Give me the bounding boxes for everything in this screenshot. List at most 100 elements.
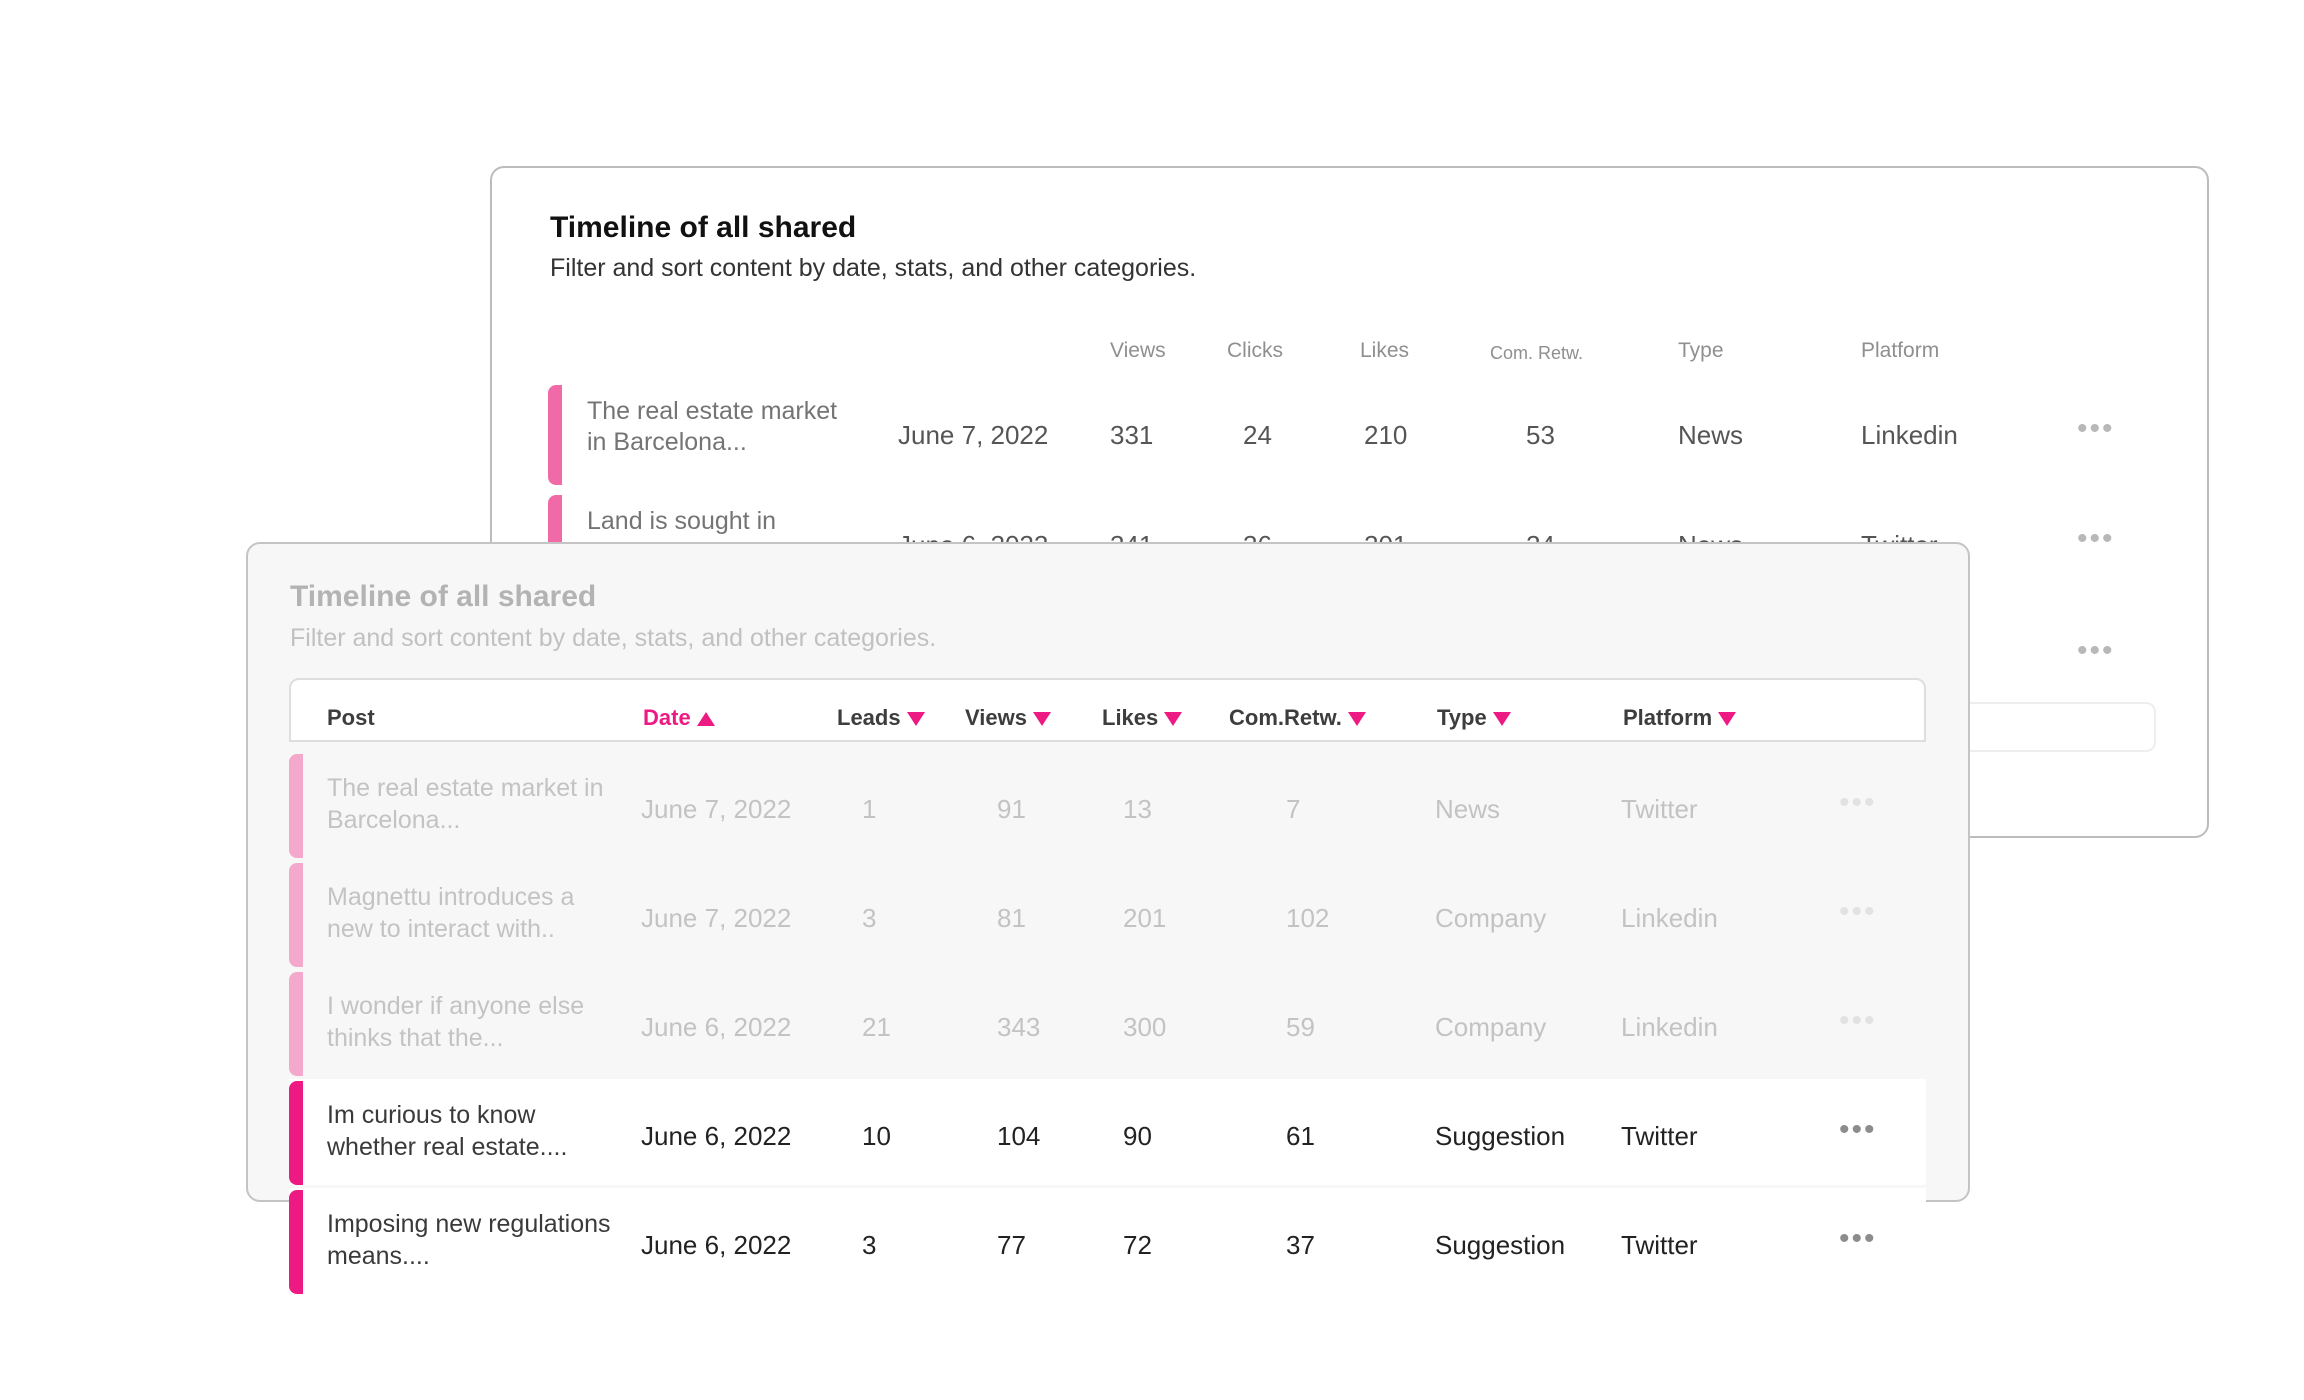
sort-descending-icon	[1032, 712, 1051, 727]
post-views: 104	[997, 1121, 1041, 1151]
post-com-retw: 61	[1286, 1121, 1315, 1151]
sort-descending-icon	[1164, 712, 1183, 727]
row-accent-bar	[548, 385, 562, 485]
post-platform: Linkedin	[1621, 1012, 1718, 1042]
header-leads[interactable]: Leads	[837, 705, 925, 731]
header-views-label: Views	[965, 705, 1027, 730]
post-likes: 300	[1123, 1012, 1167, 1042]
front-panel-subtitle: Filter and sort content by date, stats, …	[290, 624, 937, 652]
post-type: Company	[1435, 1012, 1547, 1042]
post-date: June 6, 2022	[641, 1230, 792, 1260]
more-options-icon[interactable]: •••	[2077, 412, 2115, 445]
header-platform-label: Platform	[1623, 705, 1713, 730]
back-table-row[interactable]: The real estate market in Barcelona... J…	[492, 378, 2207, 485]
row-accent-bar	[289, 754, 303, 858]
header-post[interactable]: Post	[327, 705, 375, 731]
table-row[interactable]: Imposing new regulations means.... June …	[289, 1188, 1926, 1294]
post-excerpt: Land is sought in	[587, 507, 777, 535]
post-date: June 6, 2022	[641, 1121, 792, 1151]
post-excerpt: I wonder if anyone else thinks that the.…	[327, 992, 585, 1052]
post-platform: Twitter	[1621, 1230, 1698, 1260]
sort-ascending-icon	[696, 712, 715, 727]
post-com-retw: 53	[1526, 420, 1555, 450]
back-header-platform[interactable]: Platform	[1861, 339, 1940, 362]
post-leads: 3	[862, 903, 877, 933]
header-date[interactable]: Date	[643, 705, 715, 731]
front-panel-title: Timeline of all shared	[290, 580, 597, 613]
post-excerpt: The real estate market in Barcelona...	[327, 774, 604, 834]
table-row[interactable]: The real estate market in Barcelona... J…	[289, 752, 1926, 858]
sort-descending-icon	[1492, 712, 1511, 727]
more-options-icon[interactable]: •••	[1839, 1222, 1877, 1255]
post-platform: Linkedin	[1621, 903, 1718, 933]
row-accent-bar	[289, 1190, 303, 1294]
header-likes[interactable]: Likes	[1102, 705, 1183, 731]
more-options-icon[interactable]: •••	[1839, 1113, 1877, 1146]
back-header-type[interactable]: Type	[1678, 339, 1724, 362]
post-views: 331	[1110, 420, 1154, 450]
post-type: Company	[1435, 903, 1547, 933]
back-header-clicks[interactable]: Clicks	[1227, 339, 1283, 362]
post-likes: 201	[1123, 903, 1167, 933]
header-views[interactable]: Views	[965, 705, 1051, 731]
back-header-com-retw[interactable]: Com. Retw.	[1490, 343, 1584, 363]
header-post-label: Post	[327, 705, 375, 730]
sort-descending-icon	[906, 712, 925, 727]
post-views: 81	[997, 903, 1026, 933]
post-views: 91	[997, 794, 1026, 824]
post-platform: Twitter	[1621, 794, 1698, 824]
post-date: June 7, 2022	[898, 420, 1049, 450]
post-type: News	[1435, 794, 1501, 824]
header-com-retw[interactable]: Com.Retw.	[1229, 705, 1366, 731]
post-platform: Linkedin	[1861, 420, 1958, 450]
header-type[interactable]: Type	[1437, 705, 1511, 731]
post-views: 343	[997, 1012, 1041, 1042]
table-row[interactable]: I wonder if anyone else thinks that the.…	[289, 970, 1926, 1076]
post-date: June 7, 2022	[641, 903, 792, 933]
sort-descending-icon	[1347, 712, 1366, 727]
header-platform[interactable]: Platform	[1623, 705, 1737, 731]
post-com-retw: 37	[1286, 1230, 1315, 1260]
post-likes: 90	[1123, 1121, 1152, 1151]
more-options-icon[interactable]: •••	[2077, 522, 2115, 555]
post-excerpt: Imposing new regulations means....	[327, 1210, 611, 1270]
post-excerpt: Magnettu introduces a new to interact wi…	[327, 883, 575, 943]
sort-descending-icon	[1718, 712, 1737, 727]
row-accent-bar	[289, 1081, 303, 1185]
table-header: Post Date Leads Views Likes Com.Retw. Ty…	[289, 678, 1926, 742]
post-date: June 6, 2022	[641, 1012, 792, 1042]
more-options-icon[interactable]: •••	[1839, 895, 1877, 928]
post-platform: Twitter	[1621, 1121, 1698, 1151]
post-leads: 10	[862, 1121, 891, 1151]
post-com-retw: 59	[1286, 1012, 1315, 1042]
back-header-likes[interactable]: Likes	[1360, 339, 1410, 362]
post-leads: 3	[862, 1230, 877, 1260]
post-excerpt: Im curious to know whether real estate..…	[327, 1101, 568, 1161]
post-likes: 13	[1123, 794, 1152, 824]
row-accent-bar	[289, 863, 303, 967]
post-clicks: 24	[1243, 420, 1272, 450]
back-header-views[interactable]: Views	[1110, 339, 1166, 362]
table-row[interactable]: Im curious to know whether real estate..…	[289, 1079, 1926, 1185]
post-type: Suggestion	[1435, 1230, 1566, 1260]
header-date-label: Date	[643, 705, 691, 730]
post-type: News	[1678, 420, 1744, 450]
header-likes-label: Likes	[1102, 705, 1159, 730]
post-type: Suggestion	[1435, 1121, 1566, 1151]
header-leads-label: Leads	[837, 705, 901, 730]
header-type-label: Type	[1437, 705, 1487, 730]
post-views: 77	[997, 1230, 1026, 1260]
more-options-icon[interactable]: •••	[2077, 634, 2115, 667]
post-com-retw: 102	[1286, 903, 1330, 933]
back-panel-title: Timeline of all shared	[550, 211, 857, 244]
table-row[interactable]: Magnettu introduces a new to interact wi…	[289, 861, 1926, 967]
post-likes: 210	[1364, 420, 1408, 450]
post-leads: 21	[862, 1012, 891, 1042]
more-options-icon[interactable]: •••	[1839, 1004, 1877, 1037]
post-leads: 1	[862, 794, 877, 824]
back-panel-subtitle: Filter and sort content by date, stats, …	[550, 254, 1197, 282]
post-date: June 7, 2022	[641, 794, 792, 824]
post-com-retw: 7	[1286, 794, 1301, 824]
more-options-icon[interactable]: •••	[1839, 786, 1877, 819]
row-accent-bar	[289, 972, 303, 1076]
